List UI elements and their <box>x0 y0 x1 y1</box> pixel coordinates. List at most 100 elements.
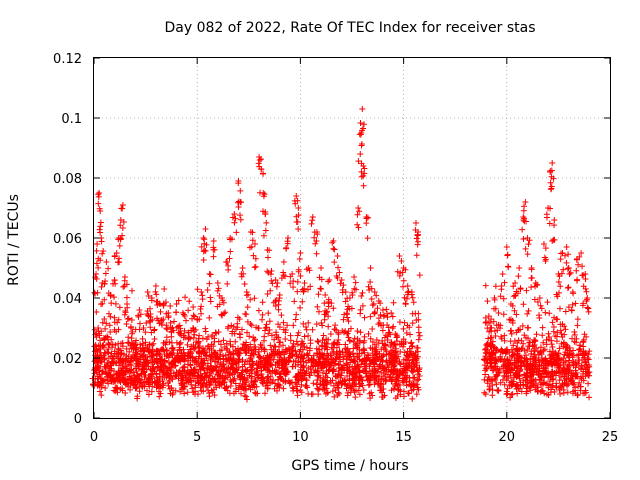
y-tick-label: 0 <box>74 412 82 427</box>
cloud-point <box>559 333 566 340</box>
cloud-point <box>284 322 291 329</box>
cloud-point <box>232 338 239 345</box>
y-tick-label: 0.1 <box>61 112 82 127</box>
cloud-point <box>224 325 231 332</box>
cloud-point <box>302 324 309 331</box>
cloud-point <box>334 392 341 399</box>
cloud-point <box>413 391 420 398</box>
cloud-point <box>394 392 401 399</box>
cloud-point <box>110 387 117 394</box>
cloud-point <box>508 330 515 337</box>
cloud-point <box>108 378 115 385</box>
cloud-point <box>324 389 331 396</box>
cloud-point <box>289 363 296 370</box>
cloud-point <box>293 387 300 394</box>
cloud-point <box>585 356 592 363</box>
cloud-point <box>558 331 565 338</box>
cloud-point <box>376 373 383 380</box>
cloud-point <box>379 353 386 360</box>
y-axis-label: ROTI / TECUs <box>6 194 22 286</box>
cloud-point <box>147 324 154 331</box>
cloud-point <box>507 327 514 334</box>
cloud-point <box>115 345 122 352</box>
cloud-point <box>546 310 553 317</box>
cloud-point <box>319 369 326 376</box>
cloud-point <box>564 376 571 383</box>
cloud-point <box>192 382 199 389</box>
cloud-point <box>305 319 312 326</box>
cloud-point <box>556 305 563 312</box>
cloud-point <box>265 330 272 337</box>
cloud-point <box>340 329 347 336</box>
cloud-point <box>365 382 372 389</box>
cloud-point <box>286 380 293 387</box>
cloud-point <box>280 385 287 392</box>
cloud-point <box>550 328 557 335</box>
cloud-point <box>93 346 100 353</box>
cloud-point <box>408 339 415 346</box>
cloud-point <box>259 299 266 306</box>
cloud-point <box>303 326 310 333</box>
cloud-point <box>255 325 262 332</box>
cloud-point <box>323 379 330 386</box>
cloud-point <box>553 315 560 322</box>
cloud-point <box>189 315 196 322</box>
cloud-point <box>276 339 283 346</box>
cloud-point <box>371 310 378 317</box>
cloud-point <box>367 313 374 320</box>
cloud-point <box>203 336 210 343</box>
cloud-point <box>340 316 347 323</box>
cloud-point <box>488 334 495 341</box>
x-tick-label: 15 <box>395 430 412 445</box>
cloud-point <box>214 359 221 366</box>
cloud-point <box>572 384 579 391</box>
cloud-point <box>370 374 377 381</box>
cloud-point <box>508 346 515 353</box>
cloud-point <box>124 339 131 346</box>
cloud-point <box>290 322 297 329</box>
chart-title: Day 082 of 2022, Rate Of TEC Index for r… <box>164 20 535 36</box>
x-tick-label: 0 <box>90 430 98 445</box>
cloud-point <box>391 381 398 388</box>
cloud-point <box>380 386 387 393</box>
cloud-point <box>294 332 301 339</box>
cloud-point <box>298 342 305 349</box>
cloud-point <box>361 337 368 344</box>
x-tick-label: 10 <box>292 430 309 445</box>
cloud-point <box>275 381 282 388</box>
cloud-point <box>294 278 301 285</box>
cloud-point <box>553 384 560 391</box>
cloud-point <box>251 337 258 344</box>
cloud-point <box>261 327 268 334</box>
cloud-point <box>184 361 191 368</box>
cloud-point <box>395 387 402 394</box>
cloud-point <box>171 318 178 325</box>
cloud-point <box>307 337 314 344</box>
cloud-point <box>199 381 206 388</box>
cloud-point <box>493 381 500 388</box>
cloud-point <box>357 380 364 387</box>
cloud-point <box>98 384 105 391</box>
cloud-point <box>324 346 331 353</box>
x-tick-label: 20 <box>499 430 516 445</box>
cloud-point <box>108 336 115 343</box>
cloud-point <box>153 315 160 322</box>
cloud-point <box>518 388 525 395</box>
cloud-point <box>357 329 364 336</box>
cloud-point <box>532 355 539 362</box>
cloud-point <box>103 320 110 327</box>
cloud-point <box>206 314 213 321</box>
cloud-point <box>267 342 274 349</box>
cloud-point <box>413 317 420 324</box>
cloud-point <box>122 307 129 314</box>
cloud-point <box>373 337 380 344</box>
cloud-point <box>577 342 584 349</box>
cloud-point <box>562 326 569 333</box>
cloud-point <box>318 342 325 349</box>
cloud-point <box>397 381 404 388</box>
cloud-point <box>91 326 98 333</box>
cloud-point <box>144 387 151 394</box>
cloud-point <box>132 326 139 333</box>
cloud-point <box>498 346 505 353</box>
cloud-point <box>336 354 343 361</box>
